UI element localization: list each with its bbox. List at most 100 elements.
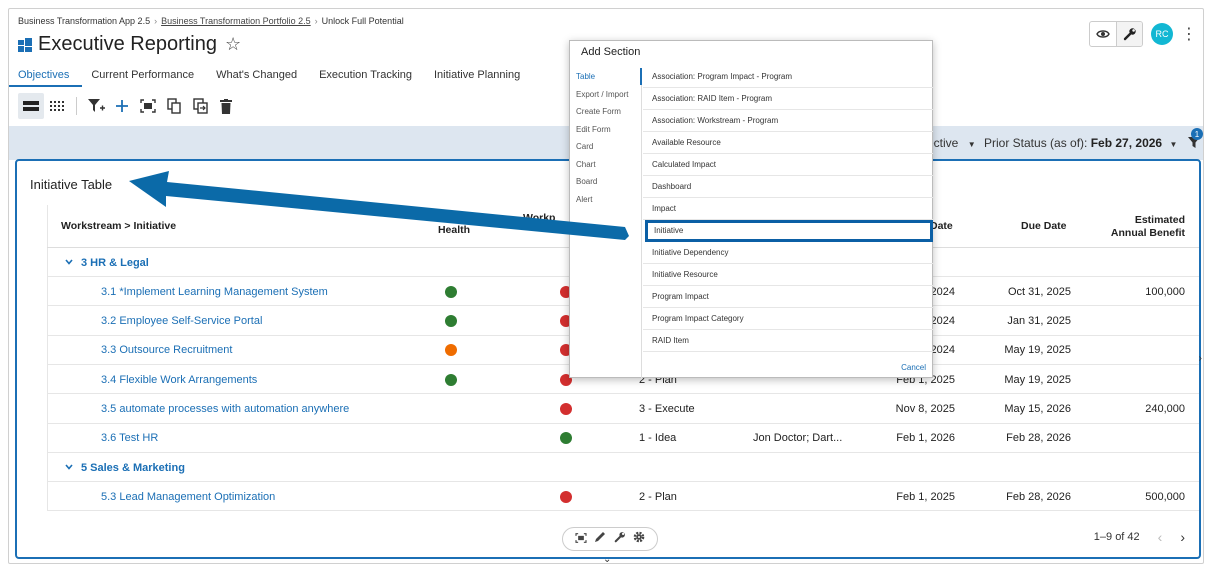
chevron-down-icon[interactable] — [65, 257, 75, 268]
panel-title: Initiative Table — [30, 177, 113, 192]
caret-down-icon: ▼ — [967, 140, 976, 149]
initiative-name[interactable]: 3.4 Flexible Work Arrangements — [101, 373, 258, 386]
col-header-due-date[interactable]: Due Date — [1021, 220, 1067, 232]
table-group-row[interactable]: 5 Sales & Marketing — [47, 453, 1199, 483]
section-option[interactable]: RAID Item — [643, 330, 933, 352]
toolbar-divider — [76, 97, 77, 115]
workplan-indicator — [560, 424, 572, 453]
add-section-button[interactable] — [109, 93, 135, 119]
prior-status-filter[interactable]: Prior Status (as of): Feb 27, 2026 ▼ — [984, 136, 1177, 150]
breadcrumb: Business Transformation App 2.5 › Business… — [18, 16, 404, 26]
benefit-cell: 240,000 — [1145, 403, 1185, 415]
initiative-name[interactable]: 3.1 *Implement Learning Management Syste… — [101, 285, 328, 298]
pencil-icon[interactable] — [594, 530, 606, 548]
wrench-icon — [1123, 28, 1136, 41]
next-page-icon[interactable]: › — [1180, 529, 1185, 545]
initiative-name[interactable]: 3.5 automate processes with automation a… — [101, 403, 350, 415]
fit-section-button[interactable] — [135, 93, 161, 119]
tab-execution-tracking[interactable]: Execution Tracking — [319, 69, 412, 81]
section-option[interactable]: Program Impact — [643, 286, 933, 308]
breadcrumb-separator: › — [314, 16, 318, 26]
view-mode-button[interactable] — [1090, 22, 1116, 46]
section-option[interactable]: Association: RAID Item - Program — [643, 88, 933, 110]
section-option[interactable]: Program Impact Category — [643, 308, 933, 330]
section-option[interactable]: Calculated Impact — [643, 154, 933, 176]
section-type-item[interactable]: Export / Import — [576, 89, 629, 99]
objective-filter[interactable]: ective ▼ — [927, 136, 976, 150]
layout-grid-button[interactable] — [44, 93, 70, 119]
tab-initiative-planning[interactable]: Initiative Planning — [434, 69, 521, 81]
tab-objectives[interactable]: Objectives — [9, 65, 83, 87]
col-header-benefit[interactable]: Estimated Annual Benefit — [1097, 205, 1185, 248]
initiative-name[interactable]: 3.2 Employee Self-Service Portal — [101, 315, 263, 328]
workplan-indicator — [560, 482, 572, 511]
workplan-indicator — [560, 395, 572, 424]
delete-button[interactable] — [213, 93, 239, 119]
section-type-item[interactable]: Edit Form — [576, 124, 611, 134]
prior-status-label: Prior Status (as of): — [984, 136, 1088, 150]
section-option[interactable]: Association: Workstream - Program — [643, 110, 933, 132]
health-indicator — [445, 307, 457, 336]
chevron-down-icon[interactable]: ⌄ — [603, 554, 612, 564]
header-actions: RC ⋮ — [1089, 21, 1197, 47]
tab-whats-changed[interactable]: What's Changed — [216, 69, 298, 81]
tab-current-performance[interactable]: Current Performance — [91, 69, 195, 81]
add-filter-button[interactable] — [83, 93, 109, 119]
benefit-cell: 100,000 — [1145, 285, 1185, 298]
section-type-item[interactable]: Chart — [576, 159, 596, 169]
chevron-down-icon[interactable] — [65, 462, 75, 473]
app-window: Business Transformation App 2.5 › Business… — [8, 8, 1204, 564]
edit-mode-button[interactable] — [1116, 22, 1142, 46]
dashboard-icon — [18, 37, 32, 52]
section-type-item[interactable]: Card — [576, 142, 594, 151]
gear-icon[interactable] — [633, 530, 645, 548]
section-option[interactable]: Initiative Resource — [643, 264, 933, 286]
section-option-selected[interactable]: Initiative — [645, 220, 933, 242]
breadcrumb-separator: › — [154, 16, 158, 26]
fit-frame-icon[interactable] — [575, 530, 587, 548]
section-option[interactable]: Dashboard — [643, 176, 933, 198]
more-options-icon[interactable]: ⋮ — [1181, 26, 1197, 43]
group-toggle[interactable]: 5 Sales & Marketing — [65, 453, 185, 482]
section-option[interactable]: Available Resource — [643, 132, 933, 154]
status-dot — [445, 344, 457, 357]
col-header-health[interactable]: Busines Health — [419, 205, 489, 248]
breadcrumb-portfolio[interactable]: Business Transformation Portfolio 2.5 — [161, 16, 311, 26]
status-dot — [560, 432, 572, 445]
cancel-button[interactable]: Cancel — [901, 363, 926, 372]
col-header-workstream[interactable]: Workstream > Initiative — [61, 220, 177, 232]
layout-rows-icon — [23, 101, 39, 111]
wrench-icon[interactable] — [614, 530, 626, 548]
section-option-list: Association: Program Impact - Program Ass… — [643, 66, 933, 352]
pagination: 1–9 of 42 ‹ › — [1094, 529, 1185, 545]
table-row[interactable]: 5.3 Lead Management Optimization 2 - Plan… — [47, 482, 1199, 512]
chevron-right-icon[interactable]: › — [1198, 353, 1202, 364]
status-dot — [445, 285, 457, 298]
section-type-item[interactable]: Board — [576, 177, 598, 186]
due-date-cell: May 19, 2025 — [1004, 344, 1071, 357]
initiative-name[interactable]: 5.3 Lead Management Optimization — [101, 490, 276, 503]
add-section-dialog: Add Section Table Export / Import Create F… — [569, 40, 933, 379]
breadcrumb-app[interactable]: Business Transformation App 2.5 — [18, 16, 151, 26]
col-header-start-date[interactable]: Date — [930, 220, 953, 232]
group-toggle[interactable]: 3 HR & Legal — [65, 248, 149, 277]
table-row[interactable]: 3.5 automate processes with automation a… — [47, 395, 1199, 424]
layout-list-button[interactable] — [18, 93, 44, 119]
prev-page-icon[interactable]: ‹ — [1157, 529, 1163, 545]
tab-bar: Objectives Current Performance What's Ch… — [9, 65, 533, 87]
table-row[interactable]: 3.6 Test HR 1 - Idea Jon Doctor; Dart... Fe… — [47, 424, 1199, 453]
col-header-workplan[interactable]: Workp — [523, 212, 556, 224]
copy-button[interactable] — [161, 93, 187, 119]
section-type-item[interactable]: Alert — [576, 194, 593, 204]
section-option[interactable]: Impact — [643, 198, 933, 220]
section-option[interactable]: Association: Program Impact - Program — [643, 66, 933, 88]
health-indicator — [445, 365, 457, 394]
section-type-item[interactable]: Create Form — [576, 107, 621, 116]
duplicate-button[interactable] — [187, 93, 213, 119]
avatar[interactable]: RC — [1151, 23, 1173, 45]
star-icon[interactable]: ☆ — [224, 34, 242, 54]
initiative-name[interactable]: 3.3 Outsource Recruitment — [101, 344, 233, 357]
section-type-item[interactable]: Table — [576, 72, 596, 81]
initiative-name[interactable]: 3.6 Test HR — [101, 432, 159, 445]
section-option[interactable]: Initiative Dependency — [643, 242, 933, 264]
